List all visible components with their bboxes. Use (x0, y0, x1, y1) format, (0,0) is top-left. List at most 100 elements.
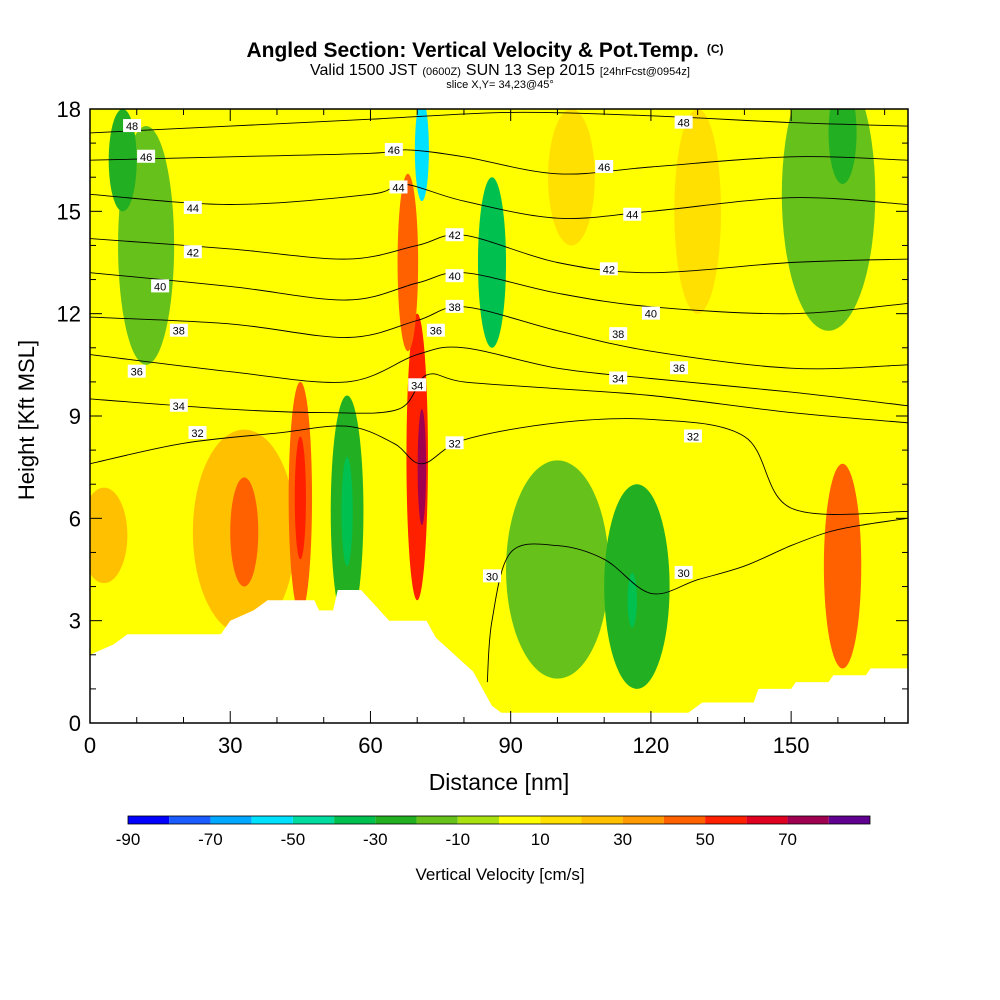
colorbar-swatch (128, 816, 170, 824)
colorbar-swatch (457, 816, 499, 824)
velocity-cell (781, 109, 876, 331)
theta-label-text: 34 (612, 373, 624, 385)
colorbar-frame (127, 815, 871, 825)
label-backing (183, 245, 202, 259)
label-backing (595, 159, 614, 173)
velocity-cell (341, 456, 353, 567)
label-backing (683, 429, 702, 443)
theta-contour (90, 373, 908, 424)
label-backing (482, 569, 501, 583)
y-tick-label: 15 (57, 199, 81, 224)
x-tick-label: 60 (358, 733, 382, 758)
theta-contour-label: 30 (674, 565, 693, 580)
velocity-cell (294, 436, 306, 560)
theta-contour-label: 34 (609, 371, 628, 385)
colorbar-swatch (622, 816, 664, 824)
colorbar-tick-label: -90 (116, 830, 141, 849)
label-backing (384, 142, 403, 156)
y-tick-label: 0 (69, 711, 81, 736)
label-backing (641, 306, 660, 320)
theta-contour-label: 32 (445, 436, 464, 450)
theta-label-text: 42 (603, 264, 615, 276)
theta-label-text: 46 (140, 152, 152, 164)
label-backing (151, 279, 170, 293)
colorbar-swatch (581, 816, 623, 824)
theta-label-text: 34 (411, 380, 423, 392)
velocity-cell (414, 109, 429, 202)
theta-label-text: 40 (154, 281, 166, 293)
colorbar-tick-label: -10 (445, 830, 470, 849)
y-axis: 0 36 9 12 15 18 (57, 97, 908, 736)
theta-contour-label: 46 (384, 142, 403, 157)
velocity-cell (90, 487, 128, 584)
label-backing (445, 269, 464, 283)
colorbar-swatch (705, 816, 747, 824)
theta-contour (90, 234, 908, 274)
theta-label-text: 38 (612, 329, 624, 341)
chart-title-main: Angled Section: Vertical Velocity & Pot.… (246, 39, 698, 62)
theta-contour (90, 183, 908, 219)
label-backing (445, 299, 464, 313)
x-tick-label: 90 (498, 733, 522, 758)
velocity-cell (828, 109, 857, 185)
y-tick-label: 18 (57, 97, 81, 122)
colorbar-swatch (334, 816, 376, 824)
label-backing (674, 565, 693, 579)
label-backing (137, 149, 156, 163)
theta-label-text: 32 (191, 428, 203, 440)
terrain (90, 590, 908, 723)
theta-contour-label: 40 (641, 306, 660, 321)
label-backing (169, 398, 188, 412)
colorbar-tick-label: 30 (613, 830, 632, 849)
y-tick-label: 6 (69, 506, 81, 531)
theta-label-text: 44 (187, 203, 199, 215)
velocity-cell (823, 463, 862, 669)
theta-contour-label: 48 (123, 119, 142, 133)
theta-contour-label: 46 (595, 159, 614, 174)
theta-contour-label: 48 (674, 115, 693, 130)
theta-contour-label: 42 (183, 245, 202, 259)
velocity-cell (397, 173, 419, 352)
velocity-cell (674, 109, 722, 314)
x-tick-label: 0 (84, 733, 96, 758)
colorbar-tick-label: -70 (198, 830, 223, 849)
theta-label-text: 48 (126, 121, 138, 133)
velocity-cell (506, 460, 609, 679)
theta-contour (90, 346, 908, 407)
colorbar-swatch (251, 816, 293, 824)
theta-label-text: 40 (448, 271, 460, 283)
theta-label-text: 40 (645, 309, 657, 321)
theta-label-text: 42 (187, 247, 199, 259)
colorbar-swatch (292, 816, 335, 824)
theta-contour-label: 44 (183, 200, 202, 215)
theta-contour-label: 36 (127, 364, 146, 379)
theta-label-text: 38 (448, 302, 460, 314)
label-backing (609, 327, 628, 341)
colorbar-swatch (416, 816, 458, 824)
theta-contour-label: 42 (445, 228, 464, 242)
theta-contour-label: 46 (137, 149, 156, 164)
valid-date: SUN 13 Sep 2015 (466, 62, 595, 79)
x-axis: 0 30 60 90 120 150 (84, 109, 886, 758)
y-tick-label: 9 (69, 404, 81, 429)
colorbar-swatch (169, 816, 211, 824)
theta-contour (486, 517, 908, 683)
valid-prefix: Valid 1500 JST (310, 62, 418, 79)
theta-contour-label: 42 (599, 262, 618, 276)
theta-label-text: 48 (678, 118, 690, 130)
theta-contour-label: 30 (482, 569, 501, 583)
theta-contour (90, 149, 908, 175)
x-tick-label: 150 (773, 733, 810, 758)
theta-contour-label: 32 (683, 429, 702, 443)
colorbar-swatch (828, 816, 870, 824)
y-tick-label: 12 (57, 302, 81, 327)
theta-label-text: 32 (448, 438, 460, 450)
x-tick-label: 120 (633, 733, 670, 758)
valid-utc: (0600Z) (422, 66, 461, 78)
theta-contour-label: 40 (445, 269, 464, 283)
theta-contour-label: 32 (188, 426, 207, 440)
x-axis-label: Distance [nm] (429, 769, 570, 795)
label-backing (183, 200, 202, 214)
plot-area: 48 48 46 46 46 44 44 44 42 42 42 40 40 40 38 38 38 36 36 36… (90, 109, 908, 723)
